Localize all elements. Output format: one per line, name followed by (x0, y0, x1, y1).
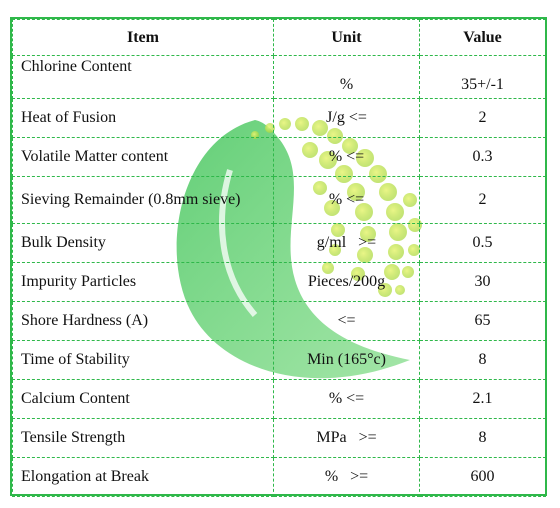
row-item: Shore Hardness (A) (12, 301, 274, 341)
table-row: Impurity Particles Pieces/200g 30 (12, 262, 546, 302)
row-item: Sieving Remainder (0.8mm sieve) (12, 176, 274, 224)
row-item: Impurity Particles (12, 262, 274, 302)
row-item: Calcium Content (12, 379, 274, 419)
row-value: 2 (419, 176, 546, 224)
row-value: 2 (419, 98, 546, 138)
row-unit: Pieces/200g (273, 262, 420, 302)
row-value: 30 (419, 262, 546, 302)
row-value: 600 (419, 457, 546, 497)
table-row: Calcium Content % <= 2.1 (12, 379, 546, 419)
table-row: Shore Hardness (A) <= 65 (12, 301, 546, 341)
header-value: Value (419, 19, 546, 56)
row-item: Bulk Density (12, 223, 274, 263)
row-unit: % <= (273, 176, 420, 224)
row-unit: % <= (273, 137, 420, 177)
row-value: 0.3 (419, 137, 546, 177)
row-value: 65 (419, 301, 546, 341)
table-row: Bulk Density g/ml >= 0.5 (12, 223, 546, 263)
row-unit: J/g <= (273, 98, 420, 138)
table-header-row: Item Unit Value (12, 19, 546, 56)
spec-table: Item Unit Value Chlorine Content % 35+/-… (12, 19, 546, 497)
row-unit: % <= (273, 379, 420, 419)
row-item: Heat of Fusion (12, 98, 274, 138)
row-value: 2.1 (419, 379, 546, 419)
row-unit: g/ml >= (273, 223, 420, 263)
table-row: Chlorine Content % 35+/-1 (12, 55, 546, 99)
row-item: Chlorine Content (12, 55, 274, 99)
table-row: Time of Stability Min (165°c) 8 (12, 340, 546, 380)
row-unit: MPa >= (273, 418, 420, 458)
header-unit: Unit (273, 19, 420, 56)
row-unit: % >= (273, 457, 420, 497)
table-row: Volatile Matter content % <= 0.3 (12, 137, 546, 177)
row-item: Volatile Matter content (12, 137, 274, 177)
table-row: Tensile Strength MPa >= 8 (12, 418, 546, 458)
row-value: 8 (419, 418, 546, 458)
row-value: 0.5 (419, 223, 546, 263)
row-unit: Min (165°c) (273, 340, 420, 380)
table-row: Elongation at Break % >= 600 (12, 457, 546, 497)
row-value: 35+/-1 (419, 55, 546, 99)
row-item: Tensile Strength (12, 418, 274, 458)
row-item: Elongation at Break (12, 457, 274, 497)
table-row: Sieving Remainder (0.8mm sieve) % <= 2 (12, 176, 546, 224)
row-unit: % (273, 55, 420, 99)
table-row: Heat of Fusion J/g <= 2 (12, 98, 546, 138)
row-unit: <= (273, 301, 420, 341)
row-value: 8 (419, 340, 546, 380)
row-item: Time of Stability (12, 340, 274, 380)
header-item: Item (12, 19, 274, 56)
